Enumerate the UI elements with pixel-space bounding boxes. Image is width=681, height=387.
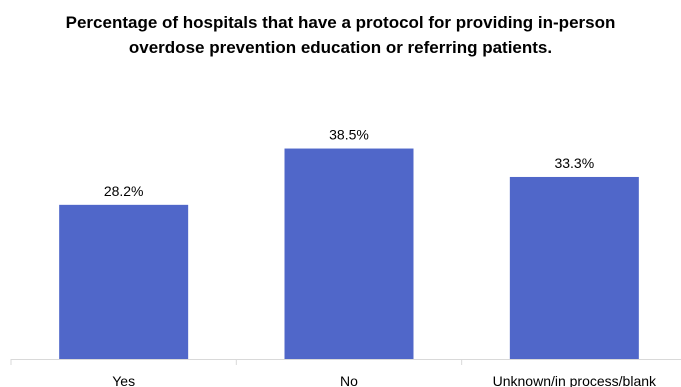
chart-title-line-2: overdose prevention education or referri… bbox=[128, 38, 553, 57]
chart-title-line-1: Percentage of hospitals that have a prot… bbox=[65, 13, 616, 32]
chart-title: Percentage of hospitals that have a prot… bbox=[0, 10, 681, 60]
bar-unknown-in-process-blank bbox=[509, 176, 639, 359]
data-label: 28.2% bbox=[104, 183, 144, 199]
data-label: 33.3% bbox=[554, 155, 594, 171]
category-labels-group: Yes No Unknown/in process/blank bbox=[112, 373, 657, 387]
x-axis-ticks bbox=[10, 359, 463, 365]
value-labels-group: 28.2% 38.5% 33.3% bbox=[104, 127, 594, 199]
bar-no bbox=[284, 148, 414, 359]
category-label: Unknown/in process/blank bbox=[493, 373, 657, 387]
bars-group bbox=[59, 148, 639, 359]
category-label: No bbox=[340, 373, 358, 387]
category-label: Yes bbox=[112, 373, 135, 387]
data-label: 38.5% bbox=[329, 127, 369, 143]
bar-yes bbox=[59, 204, 189, 359]
